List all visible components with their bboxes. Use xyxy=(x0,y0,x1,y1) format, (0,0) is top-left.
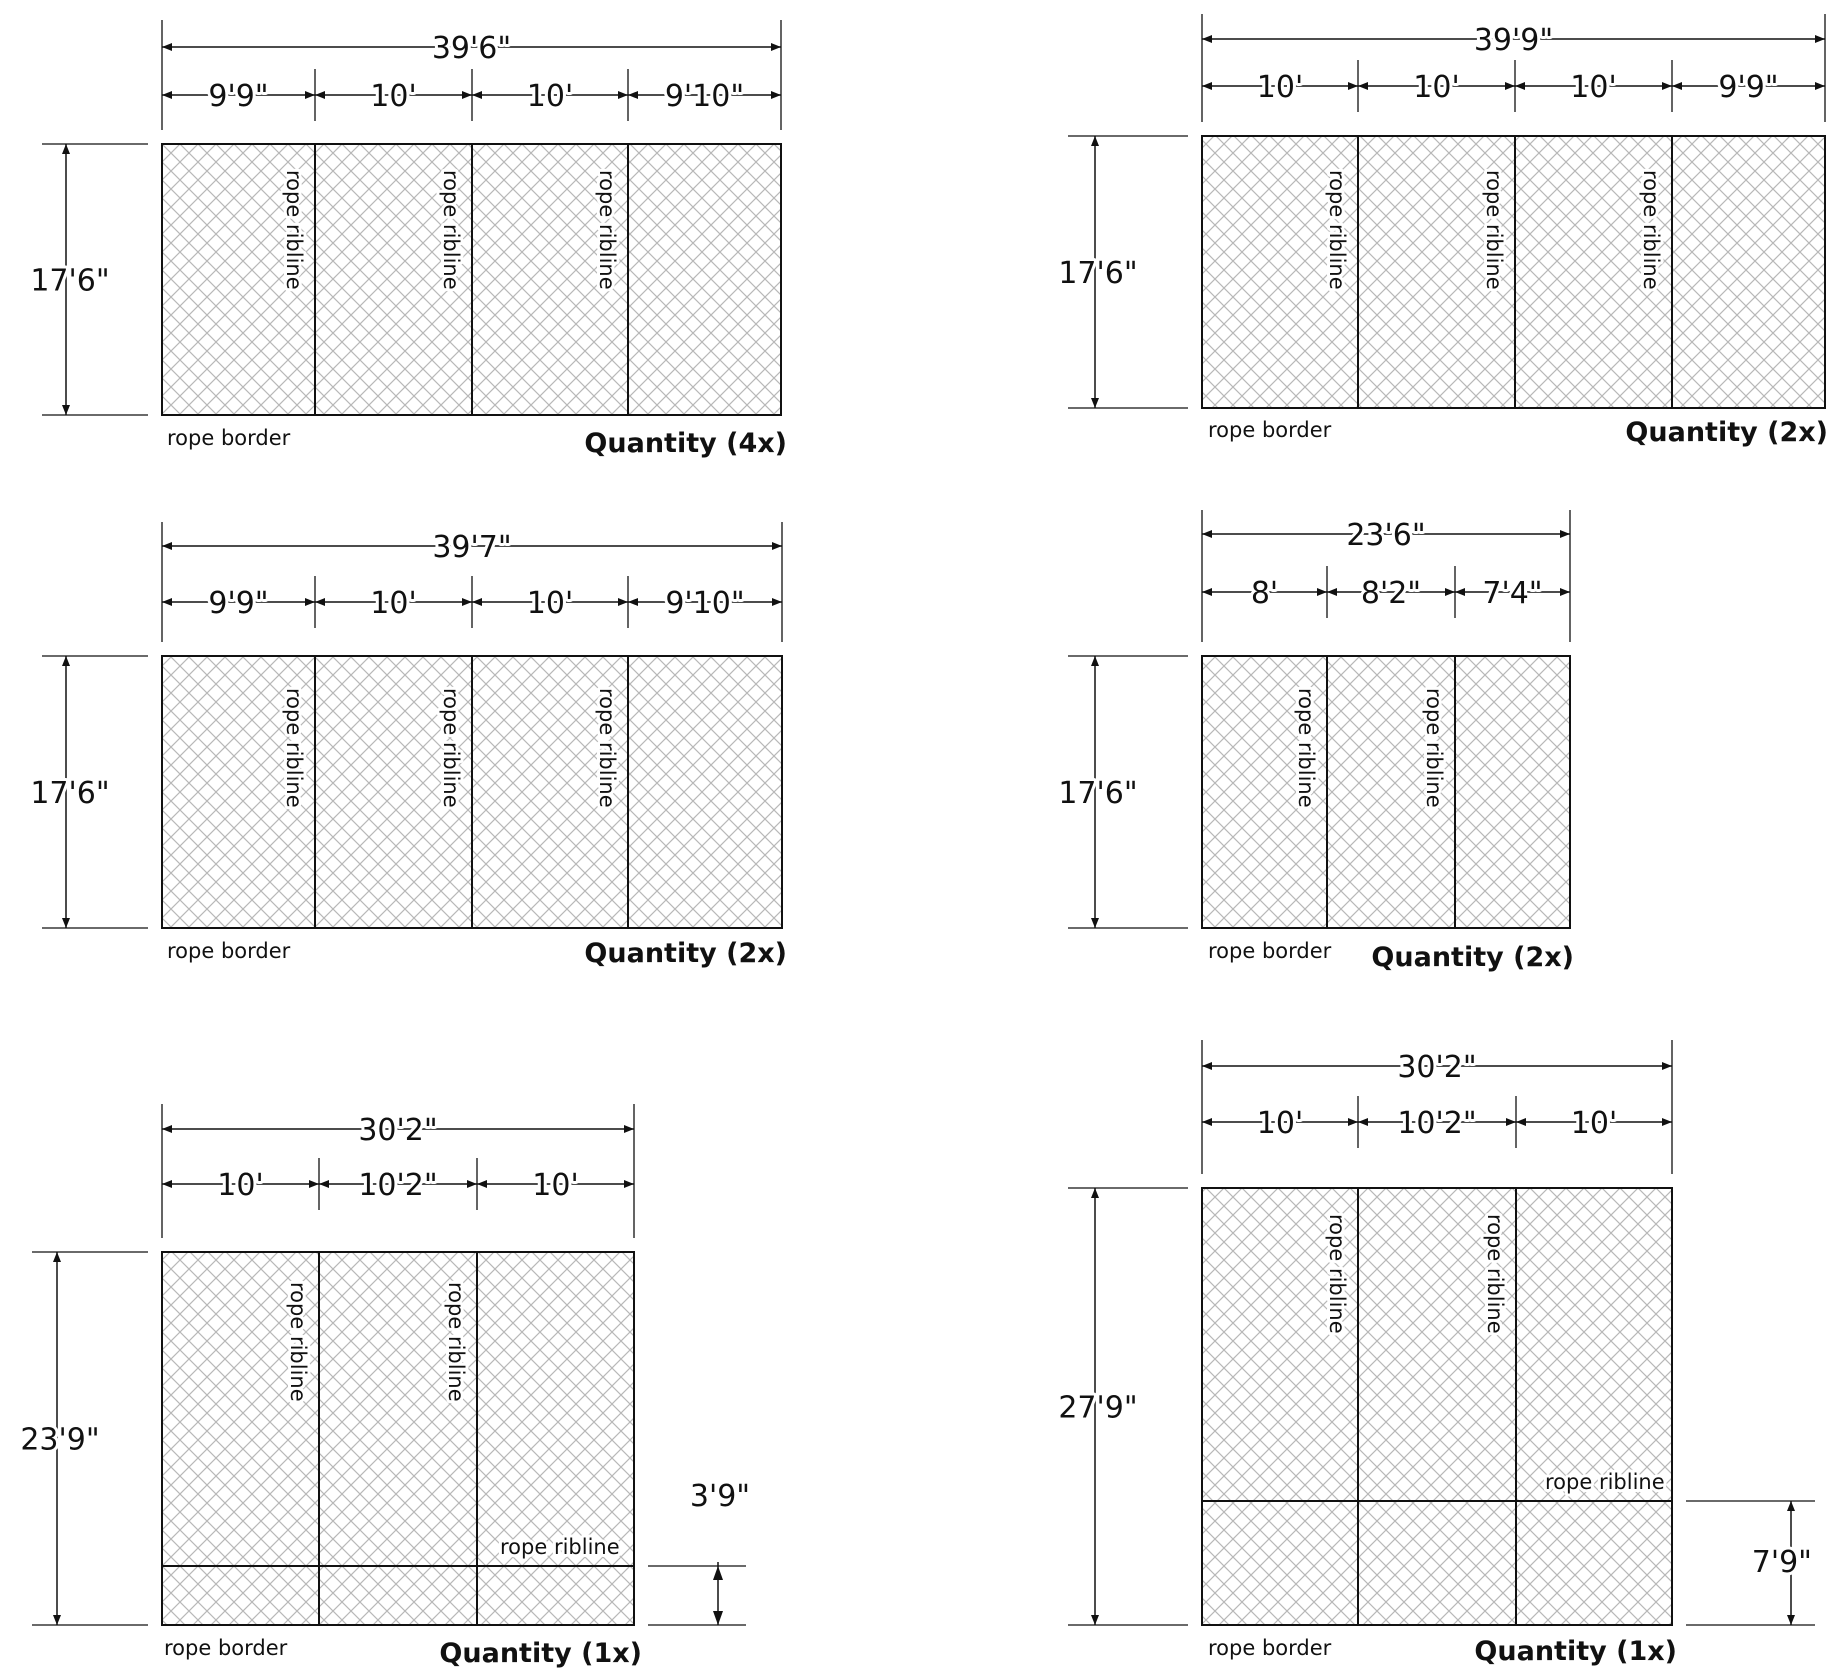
ribline-label: rope ribline xyxy=(595,688,619,808)
rope-border-label: rope border xyxy=(167,426,291,450)
section-width-label: 10' xyxy=(370,79,416,114)
panel-d: 23'6" 8' 8'2" 7'4" 17'6" rope ribline rope rib… xyxy=(1055,510,1577,976)
quantity-label: Quantity (4x) xyxy=(584,428,787,459)
section-width-label: 10' xyxy=(217,1168,263,1203)
rope-border-label: rope border xyxy=(164,1636,288,1660)
quantity-label: Quantity (2x) xyxy=(1625,417,1828,448)
rope-border-outline xyxy=(1201,655,1571,929)
ribline-label: rope ribline xyxy=(282,688,306,808)
strip-arrow xyxy=(713,1611,723,1625)
strip-arrow xyxy=(713,1566,723,1580)
section-width-label: 10'2" xyxy=(1397,1106,1476,1141)
net-mesh xyxy=(1202,1188,1672,1625)
quantity-label: Quantity (2x) xyxy=(1371,942,1574,973)
quantity-label: Quantity (1x) xyxy=(439,1638,642,1669)
section-width-label: 10' xyxy=(527,79,573,114)
net-mesh xyxy=(1202,136,1825,408)
height-label: 17'6" xyxy=(1058,256,1137,291)
section-width-label: 10' xyxy=(1257,70,1303,105)
ribline-label: rope ribline xyxy=(439,170,463,290)
rope-border-outline xyxy=(161,1251,635,1626)
ribline-label: rope ribline xyxy=(282,170,306,290)
total-width-label: 30'2" xyxy=(1397,1050,1476,1085)
section-width-label: 10' xyxy=(1571,1106,1617,1141)
section-width-label: 9'10" xyxy=(665,79,744,114)
section-width-label: 10' xyxy=(1413,70,1459,105)
panel-a: 39'6" 9'9" 10' 10' 9'10" 17'6" rope ribline rop… xyxy=(27,20,790,462)
rope-border-outline xyxy=(1201,135,1826,409)
total-width-label: 30'2" xyxy=(358,1113,437,1148)
total-width-label: 23'6" xyxy=(1346,518,1425,553)
ribline-label: rope ribline xyxy=(286,1282,310,1402)
section-width-label: 7'4" xyxy=(1482,576,1542,611)
quantity-label: Quantity (2x) xyxy=(584,938,787,969)
rope-border-label: rope border xyxy=(1208,1636,1332,1660)
net-mesh xyxy=(1202,656,1570,928)
total-width-label: 39'6" xyxy=(432,31,511,66)
height-label: 23'9" xyxy=(20,1423,99,1458)
ribline-label: rope ribline xyxy=(1483,1214,1507,1334)
section-width-label: 10' xyxy=(527,586,573,621)
ribline-label: rope ribline xyxy=(1639,170,1663,290)
height-label: 17'6" xyxy=(1058,776,1137,811)
strip-height-label: 7'9" xyxy=(1752,1545,1812,1580)
total-width-label: 39'9" xyxy=(1474,23,1553,58)
section-width-label: 8'2" xyxy=(1361,576,1421,611)
panel-f: 30'2" 10' 10'2" 10' 27'9" rope ribline rope ri… xyxy=(1055,1040,1815,1670)
ribline-label: rope ribline xyxy=(444,1282,468,1402)
section-width-label: 9'10" xyxy=(665,586,744,621)
ribline-label: rope ribline xyxy=(439,688,463,808)
rope-border-label: rope border xyxy=(167,939,291,963)
ribline-label: rope ribline xyxy=(1325,1214,1349,1334)
section-width-label: 9'9" xyxy=(1718,70,1778,105)
section-width-label: 9'9" xyxy=(208,79,268,114)
panel-e: 30'2" 10' 10'2" 10' 23'9" rope ribline rope ri… xyxy=(17,1104,753,1672)
rope-border-outline xyxy=(1201,1187,1673,1626)
ribline-label: rope ribline xyxy=(1482,170,1506,290)
ribline-label: rope ribline xyxy=(595,170,619,290)
quantity-label: Quantity (1x) xyxy=(1474,1636,1677,1667)
ribline-label-horizontal: rope ribline xyxy=(1545,1470,1665,1494)
ribline-label: rope ribline xyxy=(1422,688,1446,808)
section-width-label: 10' xyxy=(532,1168,578,1203)
total-width-label: 39'7" xyxy=(432,530,511,565)
section-width-label: 10' xyxy=(370,586,416,621)
strip-height-label: 3'9" xyxy=(690,1479,750,1514)
ribline-label-horizontal: rope ribline xyxy=(500,1535,620,1559)
rope-border-label: rope border xyxy=(1208,939,1332,963)
ribline-label: rope ribline xyxy=(1294,688,1318,808)
section-width-label: 9'9" xyxy=(208,586,268,621)
height-label: 17'6" xyxy=(30,264,109,299)
rope-border-label: rope border xyxy=(1208,418,1332,442)
height-label: 17'6" xyxy=(30,776,109,811)
section-width-label: 10'2" xyxy=(358,1168,437,1203)
ribline-label: rope ribline xyxy=(1325,170,1349,290)
panel-b: 39'9" 10' 10' 10' 9'9" 17'6" rope ribline rope … xyxy=(1055,14,1831,451)
section-width-label: 10' xyxy=(1257,1106,1303,1141)
height-label: 27'9" xyxy=(1058,1391,1137,1426)
section-width-label: 8' xyxy=(1251,576,1278,611)
panel-c: 39'7" 9'9" 10' 10' 9'10" 17'6" rope ribline rop… xyxy=(27,522,790,972)
section-width-label: 10' xyxy=(1570,70,1616,105)
net-mesh xyxy=(162,1252,634,1625)
